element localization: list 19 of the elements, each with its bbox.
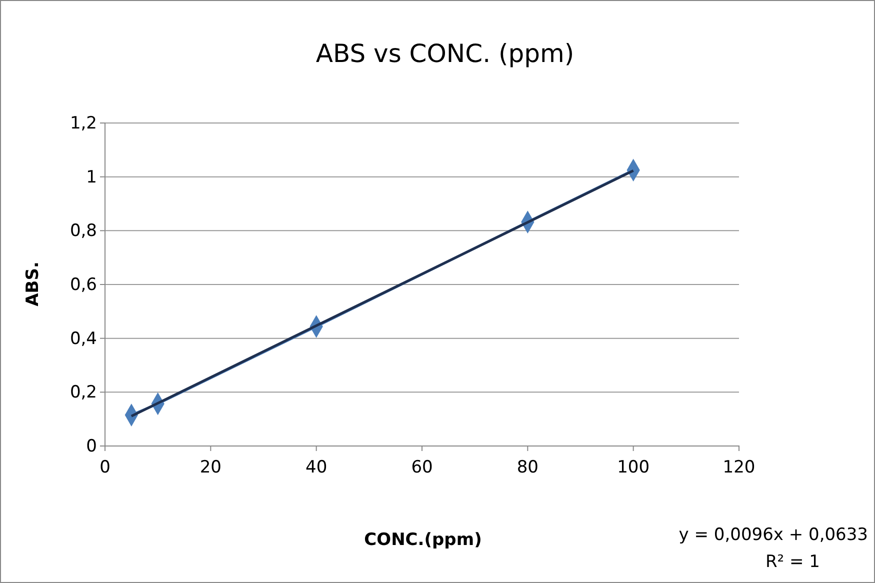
x-tick-label: 20 <box>200 458 222 478</box>
y-axis-title: ABS. <box>23 262 43 306</box>
y-tick-label: 1 <box>86 167 97 188</box>
x-tick-label: 60 <box>411 458 433 478</box>
text: y = 0,0096x + 0,0633 <box>678 525 868 545</box>
x-tick-label: 80 <box>516 458 538 478</box>
x-tick-label: 120 <box>722 458 756 478</box>
y-tick-label: 0,4 <box>70 328 97 349</box>
x-tick-label: 40 <box>306 458 328 478</box>
y-tick-label: 0,2 <box>70 382 97 403</box>
text: R² = 1 <box>766 552 820 572</box>
y-tick-label: 1,2 <box>70 113 97 134</box>
y-tick-label: 0,8 <box>70 221 97 242</box>
x-tick-label: 0 <box>100 458 110 478</box>
x-axis-title: CONC.(ppm) <box>364 530 482 550</box>
x-tick-label: 100 <box>617 458 650 478</box>
y-tick-label: 0,6 <box>70 274 97 295</box>
chart-title: ABS vs CONC. (ppm) <box>316 39 574 68</box>
y-tick-label: 0 <box>86 436 97 456</box>
